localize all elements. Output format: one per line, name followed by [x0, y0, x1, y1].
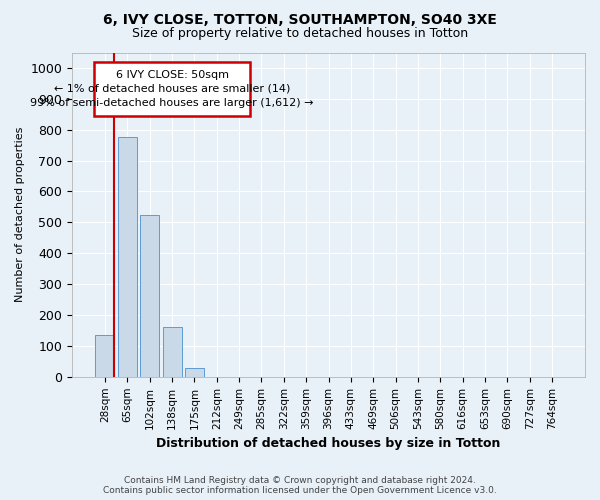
- Bar: [140, 214, 159, 377]
- Bar: [163, 328, 182, 377]
- Text: Contains HM Land Registry data © Crown copyright and database right 2024.
Contai: Contains HM Land Registry data © Crown c…: [103, 476, 497, 495]
- Bar: [118, 138, 137, 377]
- Text: 6, IVY CLOSE, TOTTON, SOUTHAMPTON, SO40 3XE: 6, IVY CLOSE, TOTTON, SOUTHAMPTON, SO40 …: [103, 12, 497, 26]
- X-axis label: Distribution of detached houses by size in Totton: Distribution of detached houses by size …: [157, 437, 501, 450]
- Text: 6 IVY CLOSE: 50sqm
← 1% of detached houses are smaller (14)
99% of semi-detached: 6 IVY CLOSE: 50sqm ← 1% of detached hous…: [31, 70, 314, 108]
- Text: Size of property relative to detached houses in Totton: Size of property relative to detached ho…: [132, 28, 468, 40]
- Bar: [185, 368, 204, 377]
- Y-axis label: Number of detached properties: Number of detached properties: [15, 127, 25, 302]
- FancyBboxPatch shape: [94, 62, 250, 116]
- Bar: [95, 335, 115, 377]
